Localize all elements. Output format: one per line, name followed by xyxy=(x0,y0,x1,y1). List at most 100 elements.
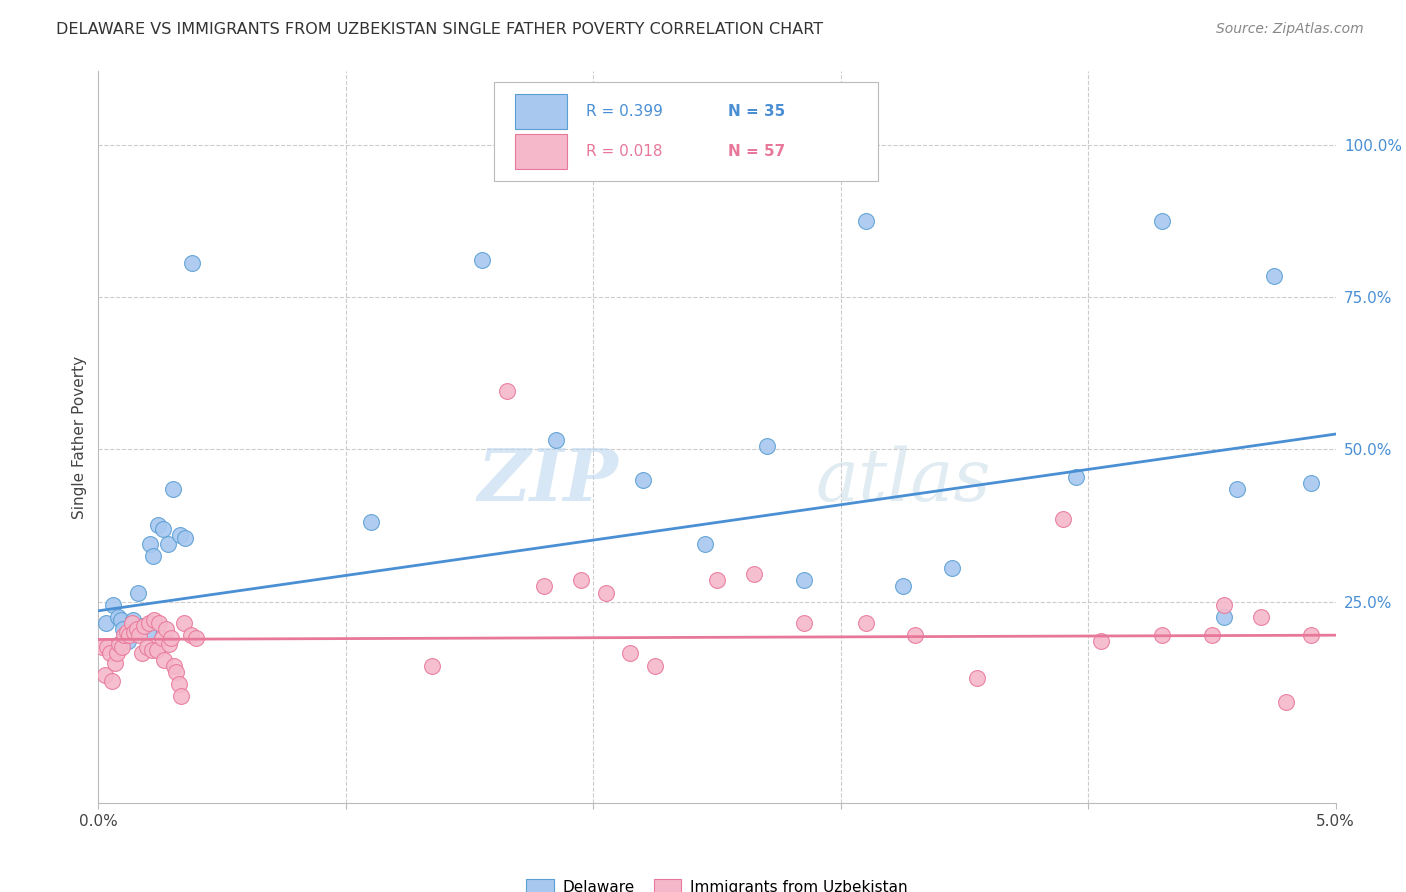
FancyBboxPatch shape xyxy=(495,82,877,181)
Point xyxy=(891,579,914,593)
Point xyxy=(174,531,197,545)
Point xyxy=(93,667,115,681)
Point xyxy=(115,625,138,640)
Point xyxy=(131,647,153,661)
Point xyxy=(1064,469,1087,483)
Point xyxy=(181,256,204,270)
Text: N = 57: N = 57 xyxy=(728,145,786,160)
Point xyxy=(1226,482,1249,496)
Point xyxy=(619,647,641,661)
Point xyxy=(1263,268,1285,283)
Point xyxy=(110,613,132,627)
Point xyxy=(121,615,143,630)
Point xyxy=(941,561,963,575)
Point xyxy=(143,613,166,627)
Point xyxy=(422,658,444,673)
Point xyxy=(157,637,180,651)
Point xyxy=(111,640,134,655)
Point xyxy=(360,516,382,530)
Point xyxy=(170,689,193,703)
Point xyxy=(1275,695,1298,709)
Y-axis label: Single Father Poverty: Single Father Poverty xyxy=(72,356,87,518)
Point xyxy=(96,640,118,655)
Point xyxy=(122,613,145,627)
Text: ZIP: ZIP xyxy=(477,445,619,516)
Point xyxy=(103,656,125,670)
Text: R = 0.018: R = 0.018 xyxy=(586,145,662,160)
Text: N = 35: N = 35 xyxy=(728,104,786,120)
Point xyxy=(742,567,765,582)
Point xyxy=(546,433,568,447)
Point xyxy=(125,622,148,636)
Point xyxy=(471,253,494,268)
Point xyxy=(155,622,177,636)
Point xyxy=(112,628,135,642)
Text: DELAWARE VS IMMIGRANTS FROM UZBEKISTAN SINGLE FATHER POVERTY CORRELATION CHART: DELAWARE VS IMMIGRANTS FROM UZBEKISTAN S… xyxy=(56,22,824,37)
Point xyxy=(91,640,114,655)
Point xyxy=(169,527,191,541)
Point xyxy=(108,637,131,651)
Point xyxy=(1152,628,1174,642)
Point xyxy=(124,625,146,640)
Point xyxy=(631,473,654,487)
Point xyxy=(180,628,202,642)
Point xyxy=(134,619,156,633)
Point xyxy=(163,658,186,673)
Point xyxy=(1213,598,1236,612)
Point xyxy=(855,213,877,227)
Point xyxy=(167,677,190,691)
Point xyxy=(186,632,208,646)
Point xyxy=(152,521,174,535)
Point xyxy=(135,640,157,655)
Point xyxy=(142,549,165,563)
Point xyxy=(1201,628,1223,642)
Point xyxy=(138,615,160,630)
Point xyxy=(127,585,149,599)
Point xyxy=(141,643,163,657)
Point xyxy=(855,615,877,630)
Point xyxy=(112,622,135,636)
Point xyxy=(644,658,666,673)
Point xyxy=(118,628,141,642)
Point xyxy=(595,585,617,599)
Point xyxy=(165,665,187,679)
Legend: Delaware, Immigrants from Uzbekistan: Delaware, Immigrants from Uzbekistan xyxy=(520,872,914,892)
Point xyxy=(156,537,179,551)
Point xyxy=(98,647,121,661)
Point xyxy=(1090,634,1112,648)
Point xyxy=(153,652,176,666)
Point xyxy=(145,643,167,657)
Point xyxy=(966,671,988,685)
FancyBboxPatch shape xyxy=(516,94,568,129)
Point xyxy=(148,615,170,630)
Point xyxy=(495,384,517,399)
Point xyxy=(693,537,716,551)
Point xyxy=(128,628,150,642)
Point xyxy=(117,634,139,648)
Point xyxy=(101,673,124,688)
FancyBboxPatch shape xyxy=(516,135,568,169)
Point xyxy=(107,610,129,624)
Point xyxy=(1299,628,1322,642)
Point xyxy=(904,628,927,642)
Point xyxy=(1213,610,1236,624)
Point xyxy=(132,619,155,633)
Point xyxy=(755,439,778,453)
Point xyxy=(1152,213,1174,227)
Point xyxy=(1052,512,1074,526)
Point xyxy=(105,647,128,661)
Text: Source: ZipAtlas.com: Source: ZipAtlas.com xyxy=(1216,22,1364,37)
Point xyxy=(706,574,728,588)
Point xyxy=(136,625,159,640)
Point xyxy=(1299,475,1322,490)
Point xyxy=(1250,610,1272,624)
Point xyxy=(793,574,815,588)
Point xyxy=(162,482,184,496)
Point xyxy=(94,615,117,630)
Point xyxy=(160,632,183,646)
Text: R = 0.399: R = 0.399 xyxy=(586,104,662,120)
Point xyxy=(793,615,815,630)
Point xyxy=(103,598,125,612)
Point xyxy=(533,579,555,593)
Point xyxy=(150,632,173,646)
